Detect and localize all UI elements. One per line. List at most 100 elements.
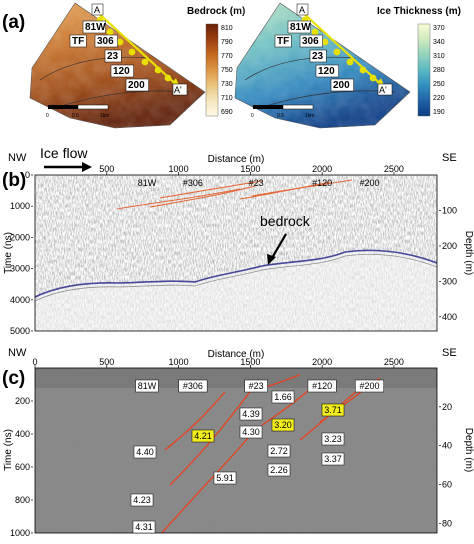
panel-b-site: 81W: [138, 178, 157, 188]
layer-value: 4.31: [135, 522, 153, 532]
site-label: 23: [107, 51, 119, 62]
panel-b-y-tick-label: 0: [25, 170, 30, 180]
site-label: 120: [113, 66, 130, 77]
panel-b-x-tick-label: 1000: [169, 164, 189, 174]
bedrock-colorbar-tick: 790: [221, 39, 233, 46]
site-marker-dot: [369, 74, 377, 82]
bedrock-arrow: [271, 233, 287, 259]
panel-b-label: (b): [2, 170, 26, 191]
panel-b-site-labels: 81W #306 #23 #120 #200: [138, 178, 380, 188]
panel-b-y2-tick-label: 200: [442, 241, 457, 251]
layer-value-box: [239, 425, 263, 439]
panel-c-y2-tick-label: 60: [442, 479, 452, 489]
bedrock-colorbar-title: Bedrock (m): [187, 6, 245, 17]
panel-c-y-tick-label: 1000: [10, 528, 30, 538]
bedrock-site-markers: [96, 16, 172, 82]
site-label: 200: [333, 80, 350, 91]
scalebar-tick-1km: 1km: [100, 113, 109, 119]
ice-flow-label: Ice flow: [40, 145, 88, 161]
layer-value: 4.39: [242, 409, 260, 419]
layer-value-box: [321, 452, 345, 466]
panel-b-site: #120: [312, 178, 332, 188]
panel-c-site-labels: 81W #306 #23 #120 #200: [135, 379, 384, 393]
panel-c-nw: NW: [8, 347, 27, 359]
panel-c-se: SE: [442, 347, 457, 359]
panel-c-y2-tick-label: 80: [442, 518, 452, 528]
layer-value: 3.37: [324, 454, 342, 464]
scalebar-bedrock: 0 0.5 1km: [46, 104, 109, 119]
panel-b-x-tick-label: 1500: [240, 164, 260, 174]
site-marker-dot: [116, 38, 124, 46]
radargram-c-frame: [34, 367, 438, 534]
panel-c-y-tick-label: 200: [15, 396, 30, 406]
layer-value-box: [239, 407, 263, 421]
panel-c-xlabel: Distance (m): [208, 349, 265, 360]
site-label: 23: [312, 51, 324, 62]
panel-b-xlabel: Distance (m): [208, 154, 265, 165]
panel-c-ylabel: Time (ns): [3, 429, 14, 471]
bedrock-colorbar-ticks: 810 790 770 750 730 710 690: [221, 25, 233, 116]
panel-b-site: #23: [249, 178, 264, 188]
panel-c-site: #306: [183, 381, 203, 391]
panel-b-y-tick-label: 1000: [10, 201, 30, 211]
panel-c-site-box: [244, 379, 268, 393]
panel-b-x-ticks: 500 1000 1500 2000 2500: [99, 164, 404, 175]
scalebar-ice-tick-1km: 1km: [305, 113, 314, 119]
ice-colorbar-tick: 250: [433, 81, 445, 88]
site-label-box: [287, 20, 311, 34]
site-marker-dot: [346, 58, 354, 66]
ice-colorbar-ticks: 370 340 310 280 250 220 190: [433, 25, 445, 116]
site-marker-dot: [164, 74, 172, 82]
scalebar-ice-tick-05: 0.5: [277, 113, 284, 119]
site-label-box: [299, 34, 323, 48]
ice-colorbar-tick: 340: [433, 39, 445, 46]
site-label: 81W: [290, 22, 311, 33]
bedrock-arrowhead: [267, 254, 276, 265]
site-label-box: [274, 34, 292, 48]
site-label: 81W: [85, 22, 106, 33]
ice-site-markers: [301, 16, 377, 82]
site-label: TF: [72, 36, 84, 47]
site-marker-dot: [321, 38, 329, 46]
ice-flow-arrowhead: [82, 162, 92, 172]
layer-value-box: [271, 390, 295, 404]
panel-b-se: SE: [442, 152, 457, 164]
panel-c-site: #200: [360, 381, 380, 391]
panel-c-site-box: [307, 379, 337, 393]
layer-value: 2.26: [270, 465, 288, 475]
panel-c-y2label: Depth (m): [463, 428, 474, 472]
radargram-c: [35, 368, 437, 533]
map-label-a-ice: A: [299, 5, 305, 15]
bedrock-colorbar-tick: 730: [221, 81, 233, 88]
bedrock-colorbar-tick: 690: [221, 109, 233, 116]
panel-b-nw: NW: [8, 152, 27, 164]
layer-value: 4.23: [133, 495, 151, 505]
panel-c-y-tick-label: 400: [15, 429, 30, 439]
scalebar-ice-tick-0: 0: [251, 113, 254, 119]
ice-colorbar-title: Ice Thickness (m): [377, 6, 461, 17]
panel-c-x-tick-label: 2000: [312, 357, 332, 367]
panel-c-x-tick-label: 2500: [384, 357, 404, 367]
layer-value: 1.66: [274, 392, 292, 402]
panel-c-site-box: [135, 379, 159, 393]
ice-colorbar: [417, 23, 431, 117]
panel-b-y-tick-label: 5000: [10, 326, 30, 336]
layer-value-box: [132, 520, 156, 534]
map-label-box: [91, 3, 104, 16]
layer-value-box: [130, 493, 154, 507]
site-label-box: [82, 20, 106, 34]
panel-b-y2label: Depth (m): [463, 231, 474, 275]
site-label: 306: [302, 36, 319, 47]
panel-c-x-tick-label: 500: [99, 357, 114, 367]
panel-b-y-tick-label: 4000: [10, 295, 30, 305]
scalebar-tick-0: 0: [46, 113, 49, 119]
panel-c-site-box: [355, 379, 384, 393]
layer-value-box: [321, 403, 345, 417]
panel-b-site: #200: [360, 178, 380, 188]
radargram-b: [35, 175, 437, 331]
site-label-box: [94, 34, 118, 48]
panel-c-site-box: [178, 379, 208, 393]
site-marker-dot: [128, 48, 136, 56]
